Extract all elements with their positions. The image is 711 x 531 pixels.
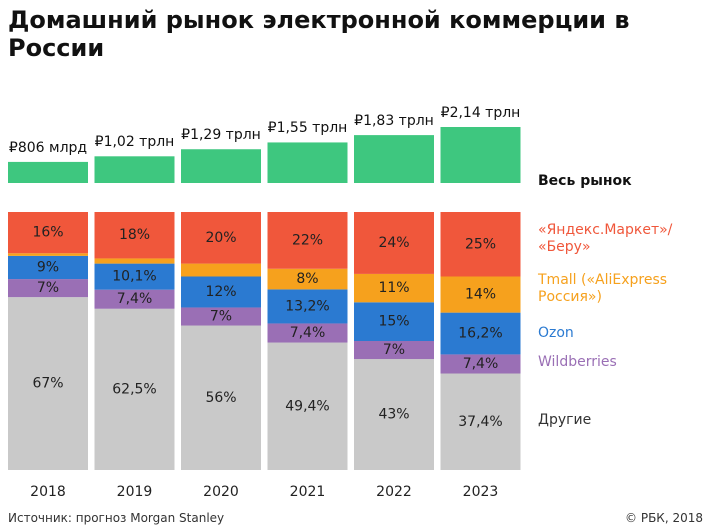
segment	[181, 325, 261, 470]
segment-label: 10,1%	[112, 269, 156, 285]
segment	[267, 323, 348, 343]
segment	[267, 212, 348, 269]
x-tick-label: 2020	[203, 484, 239, 500]
segment-label: 49,4%	[285, 398, 329, 414]
segment	[181, 212, 261, 264]
legend-entry: Ozon	[538, 325, 574, 341]
legend-entry: Tmall («AliExpress Россия»)	[538, 272, 668, 305]
total-label: ₽1,02 трлн	[94, 134, 175, 151]
legend-entry: «Яндекс.Маркет»/ «Беру»	[538, 222, 673, 255]
segment	[8, 297, 88, 470]
segment-label: 11%	[378, 280, 409, 296]
segment	[354, 341, 434, 360]
segment	[267, 268, 348, 290]
total-bar	[8, 161, 88, 183]
segment-label: 14%	[465, 287, 496, 303]
segment	[94, 258, 175, 264]
x-tick-label: 2022	[376, 484, 412, 500]
segment	[94, 289, 175, 309]
segment	[440, 354, 521, 374]
total-label: ₽1,83 трлн	[354, 113, 434, 130]
x-tick-label: 2023	[463, 484, 499, 500]
total-bar	[440, 127, 521, 183]
source: Источник: прогноз Morgan Stanley	[8, 511, 225, 525]
segment-label: 7%	[383, 342, 405, 358]
total-label: ₽1,55 трлн	[267, 120, 348, 137]
segment	[8, 212, 88, 254]
segment-label: 67%	[32, 376, 63, 392]
segment	[440, 373, 521, 470]
segment-label: 16,2%	[458, 326, 502, 342]
segment	[8, 279, 88, 298]
total-bar	[94, 156, 175, 183]
legend-entry: Wildberries	[538, 354, 617, 370]
segment-label: 22%	[292, 232, 323, 248]
total-label: ₽2,14 трлн	[440, 105, 521, 121]
segment	[440, 212, 521, 277]
segment	[181, 307, 261, 326]
segment	[8, 255, 88, 280]
segment-label: 20%	[205, 230, 236, 246]
total-label: ₽1,29 трлн	[181, 127, 261, 144]
total-bar	[267, 142, 348, 183]
x-tick-label: 2019	[117, 484, 153, 500]
segment-label: 18%	[119, 227, 150, 243]
segment	[267, 289, 348, 324]
segment-label: 24%	[378, 235, 409, 251]
segment	[267, 342, 348, 470]
segment	[440, 312, 521, 355]
segment-label: 7,4%	[290, 325, 326, 341]
segment-label: 37,4%	[458, 414, 502, 430]
segment-label: 8%	[296, 271, 318, 287]
segment	[94, 308, 175, 470]
segment	[354, 212, 434, 274]
segment-label: 13,2%	[285, 298, 329, 314]
segment-label: 25%	[465, 236, 496, 252]
legend-total: Весь рынок	[538, 173, 632, 189]
segment	[181, 276, 261, 308]
segment	[354, 359, 434, 470]
total-bar	[181, 149, 261, 183]
segment-label: 9%	[37, 259, 59, 275]
segment	[94, 263, 175, 290]
x-tick-label: 2021	[290, 484, 326, 500]
chart-title: Домашний рынок электронной коммерции в Р…	[8, 6, 630, 62]
segment	[440, 276, 521, 313]
segment	[181, 263, 261, 277]
segment	[94, 212, 175, 259]
segment	[354, 302, 434, 341]
segment-label: 56%	[205, 390, 236, 406]
segment-label: 62,5%	[112, 381, 156, 397]
segment-label: 7,4%	[463, 356, 499, 372]
segment	[8, 253, 88, 256]
copyright: © РБК, 2018	[625, 511, 703, 525]
segment-label: 7,4%	[117, 291, 153, 307]
segment-label: 12%	[205, 284, 236, 300]
total-label: ₽806 млрд	[8, 139, 88, 156]
x-tick-label: 2018	[30, 484, 66, 500]
legend-entry: Другие	[538, 412, 592, 428]
segment-label: 43%	[378, 407, 409, 423]
segment-label: 16%	[32, 225, 63, 241]
segment-label: 7%	[37, 280, 59, 296]
segment	[354, 273, 434, 303]
total-bar	[354, 135, 434, 183]
segment-label: 7%	[210, 308, 232, 324]
segment-label: 15%	[378, 314, 409, 330]
